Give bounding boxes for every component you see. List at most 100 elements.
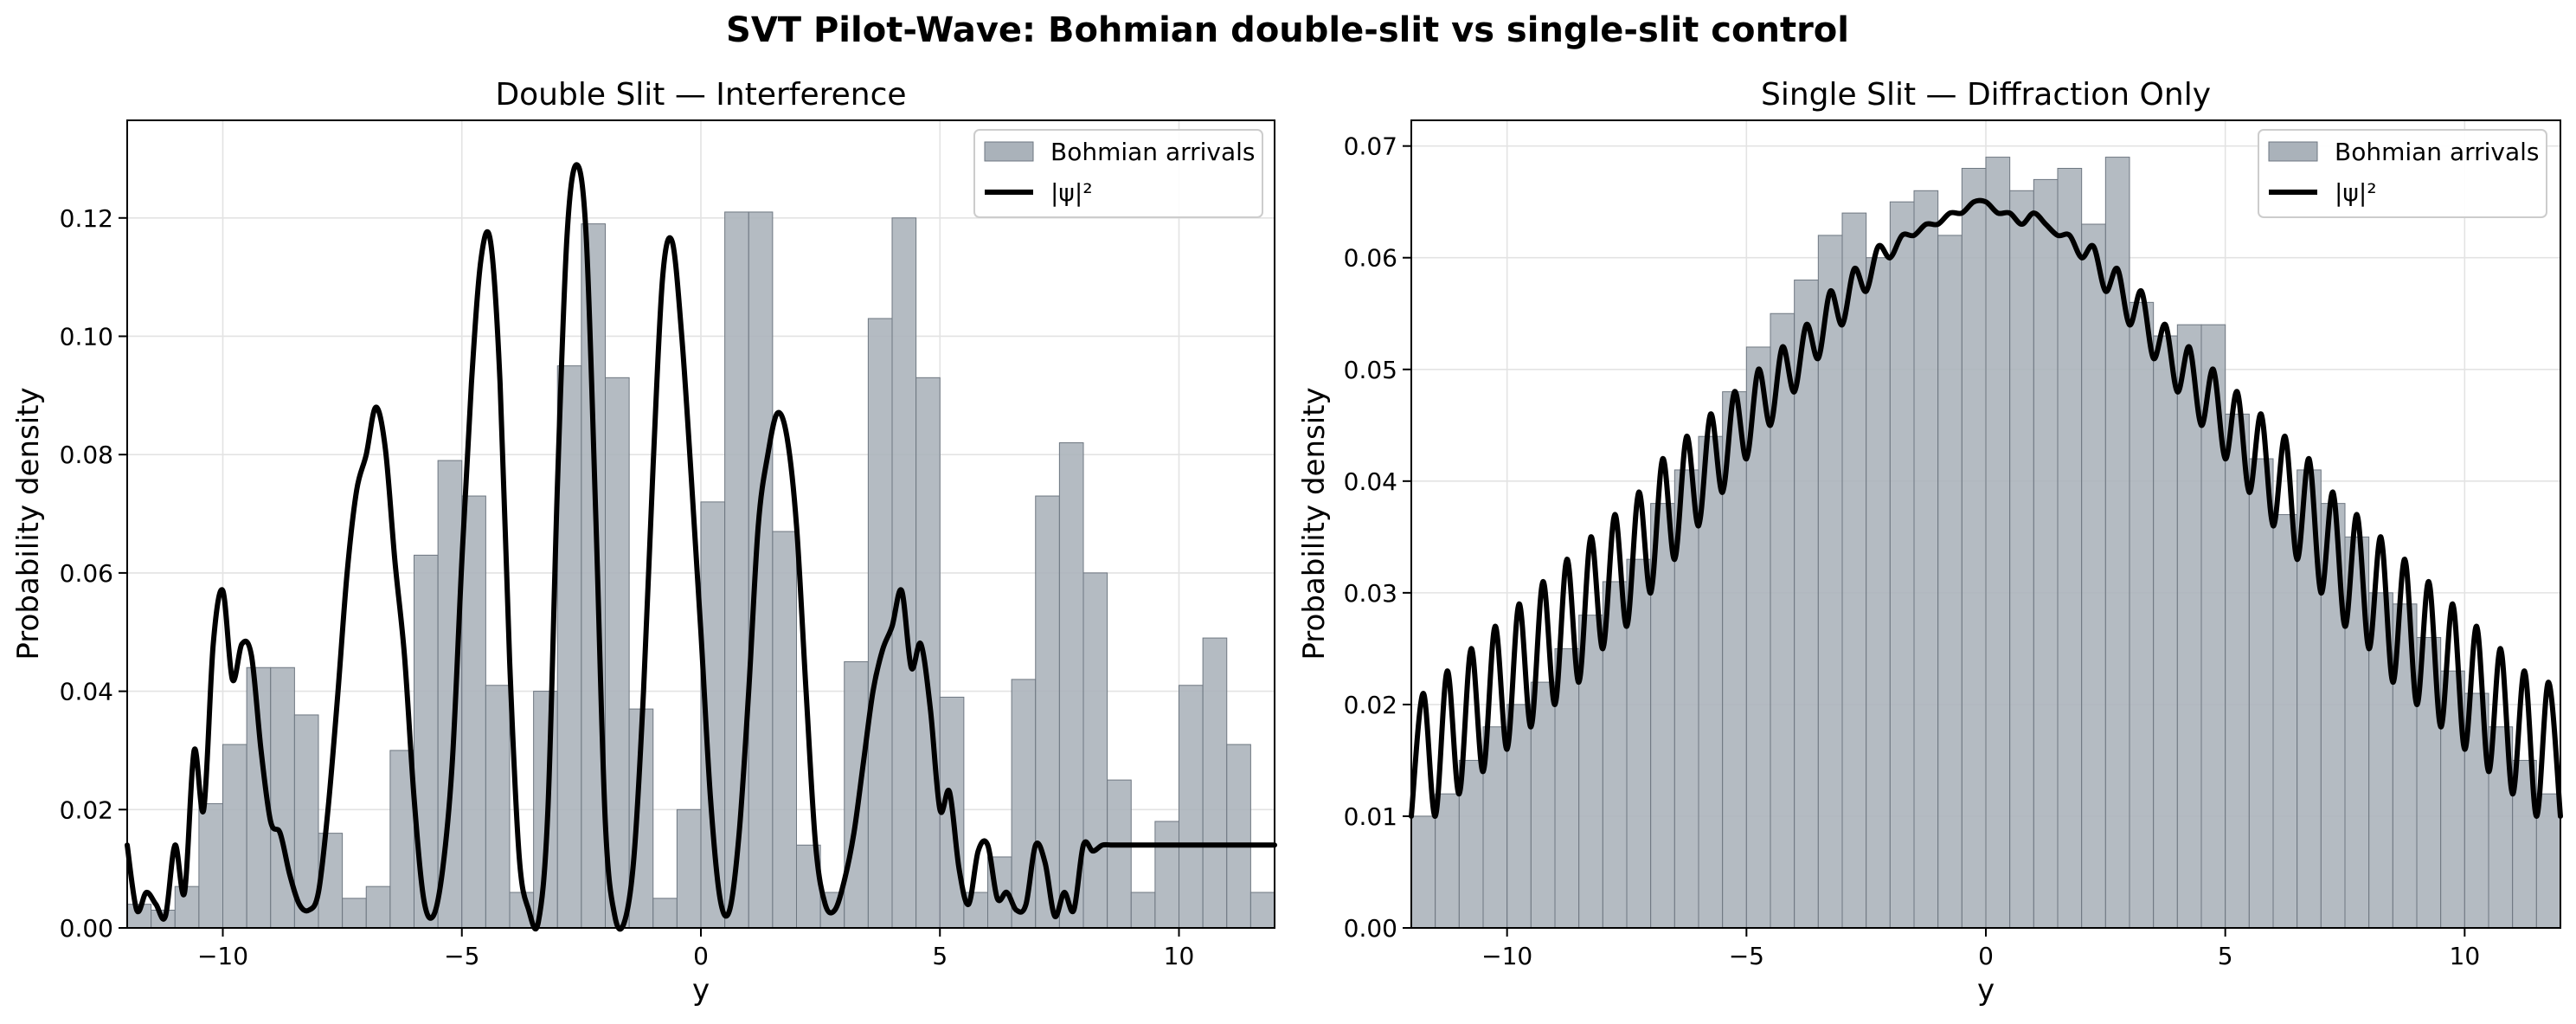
histogram-bar: [1913, 190, 1939, 929]
histogram-bar: [1082, 572, 1108, 929]
histogram-bar: [1179, 685, 1204, 929]
histogram-bar: [1961, 167, 1987, 929]
y-tick-label: 0.02: [1344, 691, 1397, 719]
x-tick-label: −5: [1729, 942, 1764, 970]
legend: Bohmian arrivals |ψ|²: [2258, 129, 2547, 218]
histogram-bar: [2033, 178, 2059, 929]
legend-swatch-histogram: [984, 141, 1034, 162]
x-axis-label: y: [692, 973, 710, 1008]
histogram-bar: [2225, 413, 2250, 929]
histogram-bar: [1226, 744, 1251, 929]
figure-title: SVT Pilot-Wave: Bohmian double-slit vs s…: [726, 10, 1849, 50]
histogram-bar: [365, 886, 391, 929]
x-tick-label: −10: [197, 942, 248, 970]
y-tick-label: 0.03: [1344, 579, 1397, 608]
y-tick-label: 0.04: [60, 678, 113, 706]
histogram-bar: [389, 750, 414, 929]
histogram-bar: [891, 217, 917, 929]
x-tick-label: −5: [444, 942, 479, 970]
single-slit-panel: Single Slit — Diffraction Only −10 −5 0 5 10…: [1297, 77, 2563, 1008]
histogram-bar: [1458, 759, 1484, 929]
histogram-bar: [2081, 223, 2106, 929]
y-tick-label: 0.08: [60, 441, 113, 469]
histogram-bar: [963, 892, 988, 929]
x-axis-ticks: −10 −5 0 5 10: [197, 928, 1194, 970]
y-tick-label: 0.12: [60, 204, 113, 233]
x-tick-label: 5: [2218, 942, 2233, 970]
histogram-bar: [485, 685, 511, 929]
histogram-bar: [2176, 324, 2202, 929]
legend-box: [973, 129, 1263, 218]
y-axis-label: Probability density: [1297, 387, 1332, 660]
x-axis-ticks: −10 −5 0 5 10: [1481, 928, 2480, 970]
histogram-bar: [748, 211, 774, 929]
histogram-bar: [342, 898, 367, 929]
y-tick-label: 0.00: [60, 914, 113, 943]
x-tick-label: 0: [1978, 942, 1994, 970]
x-tick-label: 10: [2450, 942, 2481, 970]
histogram-bar: [1866, 257, 1891, 929]
y-axis-ticks: 0.00 0.02 0.04 0.06 0.08 0.10 0.12: [60, 204, 127, 943]
histogram-bar: [2272, 514, 2298, 929]
histogram-bar: [556, 365, 582, 929]
legend-swatch-histogram: [2268, 141, 2318, 162]
histogram-bar: [1011, 679, 1037, 929]
histogram-bar: [1410, 815, 1436, 929]
histogram-bar: [1202, 637, 1228, 929]
y-tick-label: 0.10: [60, 322, 113, 351]
panel-title: Single Slit — Diffraction Only: [1761, 77, 2211, 113]
psi-squared-line: [1409, 197, 2563, 819]
histogram-bar: [1130, 892, 1156, 929]
y-tick-label: 0.06: [60, 559, 113, 588]
histogram-bar: [270, 667, 295, 929]
histogram-bar: [1937, 235, 1963, 929]
psi-curve: [1409, 197, 2563, 819]
panel-title: Double Slit — Interference: [495, 77, 906, 113]
histogram-bar: [1058, 442, 1084, 929]
y-tick-label: 0.01: [1344, 802, 1397, 831]
double-slit-panel: Double Slit — Interference −10 −5 0 5 10 0.0…: [11, 77, 1277, 1008]
y-tick-label: 0.00: [1344, 914, 1397, 943]
histogram-bar: [2129, 301, 2155, 929]
histogram-bar: [772, 531, 797, 929]
histogram-bar: [2153, 335, 2178, 929]
histogram-bar: [2009, 190, 2034, 929]
histogram-bar: [414, 554, 439, 929]
histogram-bar: [1249, 892, 1275, 929]
histogram-bars: [1410, 157, 2561, 929]
histogram-bar: [222, 744, 247, 929]
histogram-bar: [1107, 779, 1132, 929]
y-axis-label: Probability density: [11, 387, 46, 660]
histogram-bar: [2248, 458, 2274, 929]
legend-label-histogram: Bohmian arrivals: [1050, 138, 1256, 166]
y-axis-ticks: 0.00 0.01 0.02 0.03 0.04 0.05 0.06 0.07: [1344, 132, 1411, 943]
histogram-bar: [1035, 495, 1060, 929]
histogram-bar: [867, 318, 893, 929]
x-tick-label: −10: [1481, 942, 1532, 970]
histogram-bar: [605, 377, 630, 929]
psi-squared-line: [125, 162, 1277, 932]
legend: Bohmian arrivals |ψ|²: [973, 129, 1263, 218]
y-tick-label: 0.05: [1344, 356, 1397, 384]
x-tick-label: 10: [1164, 942, 1195, 970]
histogram-bar: [915, 377, 941, 929]
y-tick-label: 0.04: [1344, 467, 1397, 496]
histogram-bar: [2057, 167, 2083, 929]
y-tick-label: 0.06: [1344, 244, 1397, 273]
y-tick-label: 0.02: [60, 795, 113, 824]
histogram-bar: [1435, 793, 1460, 929]
histogram-bar: [198, 802, 223, 929]
histogram-bar: [1889, 201, 1915, 929]
legend-label-curve: |ψ|²: [1050, 178, 1093, 207]
histogram-bar: [844, 660, 869, 929]
histogram-bar: [724, 211, 749, 929]
legend-label-histogram: Bohmian arrivals: [2335, 138, 2540, 166]
x-tick-label: 0: [693, 942, 709, 970]
x-axis-label: y: [1977, 973, 1995, 1008]
histogram-bar: [1985, 157, 2011, 929]
histogram-bar: [581, 223, 606, 929]
x-tick-label: 5: [932, 942, 948, 970]
histogram-bar: [652, 898, 678, 929]
